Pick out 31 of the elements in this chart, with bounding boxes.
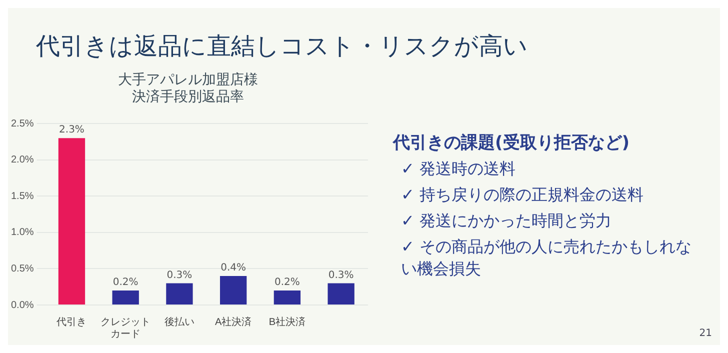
data-label: 0.3% — [328, 270, 354, 281]
bar — [112, 290, 139, 304]
y-tick-label: 2.5% — [10, 118, 34, 130]
text: ✓ 発送にかかった時間と労力 — [400, 210, 612, 232]
chart-subtitle: 大手アパレル加盟店様決済手段別返品率 — [118, 72, 258, 105]
x-tick-label: 代引き — [56, 316, 87, 328]
bar — [166, 283, 193, 304]
text: ✓ 発送時の送料 — [400, 158, 516, 180]
data-label: 2.3% — [59, 124, 84, 136]
y-tick-label: 0.0% — [10, 300, 34, 311]
y-tick-label: 1.5% — [10, 190, 34, 202]
bar — [274, 290, 301, 304]
text: ✓ 持ち戻りの際の正規料金の送料 — [400, 184, 644, 206]
data-label: 0.4% — [220, 262, 246, 274]
bar — [328, 283, 354, 304]
x-tick-label: B社決済 — [268, 316, 306, 328]
x-tick-label: 後払い — [164, 316, 194, 328]
text: 21 — [699, 328, 712, 339]
data-label: 0.3% — [166, 270, 192, 281]
text: ✓ その商品が他の人に売れたかもしれない機会損失 — [400, 236, 692, 280]
chart-title: 代引きは返品に直結しコスト・リスクが高い — [36, 31, 528, 62]
y-tick-label: 1.0% — [10, 227, 34, 238]
data-label: 0.2% — [112, 277, 138, 288]
y-tick-label: 0.5% — [10, 263, 34, 274]
y-tick-label: 2.0% — [10, 154, 34, 166]
bar — [58, 138, 86, 304]
bar — [220, 276, 247, 304]
x-tick-label: クレジットカード — [100, 316, 151, 340]
x-tick-label: A社決済 — [214, 316, 252, 328]
data-label: 0.2% — [274, 277, 300, 288]
text: 代引きの課題(受取り拒否など) — [393, 132, 631, 154]
